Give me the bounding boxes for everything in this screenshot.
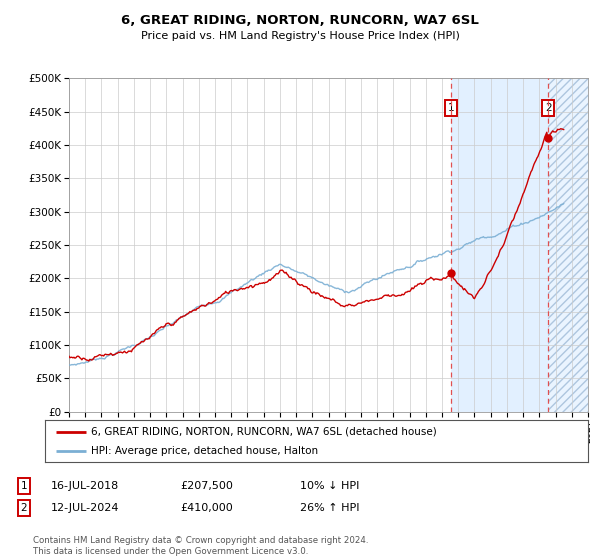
Text: 6, GREAT RIDING, NORTON, RUNCORN, WA7 6SL: 6, GREAT RIDING, NORTON, RUNCORN, WA7 6S… (121, 14, 479, 27)
Text: £410,000: £410,000 (180, 503, 233, 513)
Bar (451, 78, 548, 412)
Text: 10% ↓ HPI: 10% ↓ HPI (300, 481, 359, 491)
Text: Contains HM Land Registry data © Crown copyright and database right 2024.
This d: Contains HM Land Registry data © Crown c… (33, 536, 368, 556)
Text: 2: 2 (20, 503, 28, 513)
Bar (548, 78, 588, 412)
Bar (548, 78, 588, 412)
Text: Price paid vs. HM Land Registry's House Price Index (HPI): Price paid vs. HM Land Registry's House … (140, 31, 460, 41)
Text: HPI: Average price, detached house, Halton: HPI: Average price, detached house, Halt… (91, 446, 318, 456)
Text: £207,500: £207,500 (180, 481, 233, 491)
Text: 2: 2 (545, 104, 551, 113)
Text: 26% ↑ HPI: 26% ↑ HPI (300, 503, 359, 513)
Text: 12-JUL-2024: 12-JUL-2024 (51, 503, 119, 513)
Text: 6, GREAT RIDING, NORTON, RUNCORN, WA7 6SL (detached house): 6, GREAT RIDING, NORTON, RUNCORN, WA7 6S… (91, 427, 437, 437)
Text: 1: 1 (448, 104, 454, 113)
Text: 16-JUL-2018: 16-JUL-2018 (51, 481, 119, 491)
Text: 1: 1 (20, 481, 28, 491)
